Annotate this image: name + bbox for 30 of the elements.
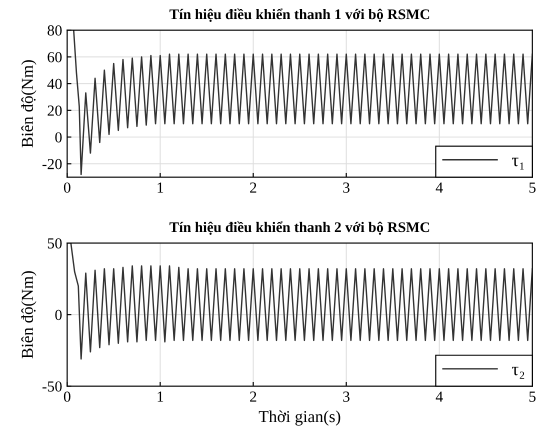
y-tick-label: 60 (48, 52, 62, 62)
x-tick-label: 5 (529, 182, 536, 193)
y-axis-title: Biên độ(Nm) (21, 271, 36, 358)
line-series (70, 243, 532, 360)
chart-title: Tín hiệu điều khiển thanh 2 với bộ RSMC (170, 221, 430, 235)
x-tick-label: 3 (343, 392, 350, 402)
legend-label: τ₁ (512, 158, 524, 170)
x-tick-label: 2 (250, 392, 256, 402)
y-tick-label: -50 (42, 381, 62, 392)
x-tick-label: 1 (158, 392, 164, 402)
x-tick-label: 5 (529, 392, 536, 402)
x-tick-label: 4 (436, 182, 443, 193)
y-tick-label: 0 (55, 310, 62, 320)
chart-title: Tín hiệu điều khiển thanh 1 với bộ RSMC (170, 8, 430, 22)
x-axis-title: Thời gian(s) (258, 410, 340, 426)
y-tick-label: 40 (47, 78, 62, 90)
y-tick-label: 50 (48, 238, 62, 249)
y-axis-title: Biên độ(Nm) (21, 60, 36, 148)
line-series (72, 30, 532, 176)
y-tick-label: 0 (55, 132, 62, 143)
x-tick-label: 4 (436, 392, 443, 402)
y-tick-label: -20 (42, 158, 62, 170)
x-tick-label: 3 (343, 182, 350, 193)
x-tick-label: 2 (250, 182, 256, 193)
y-tick-label: 80 (48, 25, 62, 36)
x-tick-label: 1 (158, 182, 164, 193)
x-tick-label: 0 (64, 182, 70, 193)
legend-label: τ₂ (512, 366, 524, 379)
y-tick-label: 20 (48, 105, 62, 116)
x-tick-label: 0 (64, 391, 70, 402)
